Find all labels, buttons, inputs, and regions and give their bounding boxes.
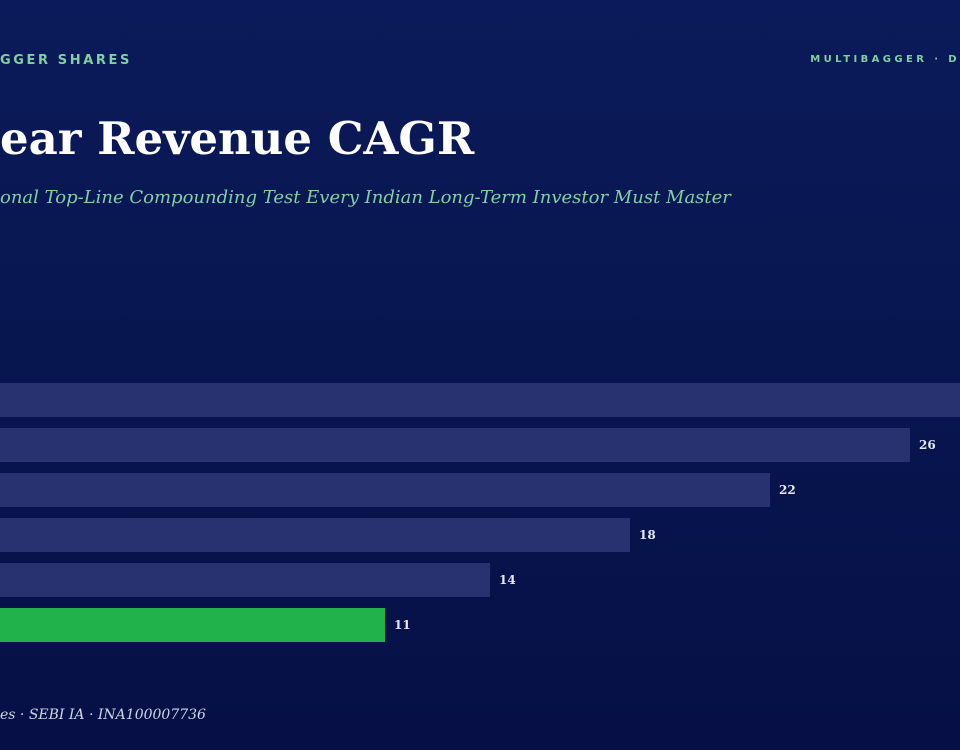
bar-0	[0, 383, 960, 417]
bar-2	[0, 473, 770, 507]
kicker-brand-left: GGER SHARES	[0, 53, 132, 68]
page-subtitle: onal Top-Line Compounding Test Every Ind…	[0, 187, 731, 208]
bar-4	[0, 563, 490, 597]
revenue-cagr-bar-chart: 26 22 18 14 11	[0, 383, 960, 642]
footer-disclaimer: es · SEBI IA · INA100007736	[0, 707, 206, 723]
bar-value-label-3: 18	[639, 528, 656, 542]
page-title: ear Revenue CAGR	[0, 112, 475, 165]
bar-value-label-4: 14	[499, 573, 516, 587]
bar-value-label-5: 11	[394, 618, 411, 632]
bar-value-label-2: 22	[779, 483, 796, 497]
bar-1	[0, 428, 910, 462]
bar-3	[0, 518, 630, 552]
bar-5	[0, 608, 385, 642]
kicker-brand-right: MULTIBAGGER · D	[810, 54, 960, 65]
bar-value-label-1: 26	[919, 438, 936, 452]
